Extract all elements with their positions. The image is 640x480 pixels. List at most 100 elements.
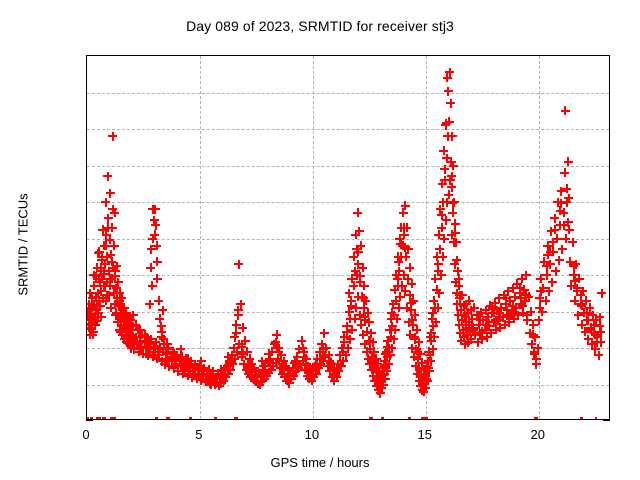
data-point — [541, 296, 550, 306]
data-point — [277, 359, 287, 369]
data-point — [384, 359, 394, 369]
data-point — [124, 320, 134, 330]
data-point — [279, 356, 288, 366]
data-point — [248, 374, 258, 384]
data-point — [440, 175, 450, 185]
gridline-horizontal — [87, 202, 609, 203]
data-point — [459, 301, 469, 311]
data-point — [157, 327, 167, 337]
gridline-vertical — [312, 56, 314, 419]
data-point — [284, 371, 294, 381]
data-point — [89, 281, 99, 291]
data-point — [208, 366, 218, 376]
data-point — [393, 252, 403, 262]
data-point — [364, 336, 374, 346]
data-point — [368, 371, 378, 381]
data-point — [264, 349, 274, 359]
data-point — [508, 301, 518, 311]
data-point — [100, 259, 110, 269]
data-point — [452, 299, 462, 309]
data-point — [374, 366, 384, 376]
data-point — [416, 371, 426, 381]
data-point — [93, 288, 103, 298]
data-point — [550, 213, 560, 223]
data-point — [243, 359, 253, 369]
data-point — [258, 361, 268, 371]
data-point — [151, 337, 161, 347]
gridline-horizontal — [87, 165, 609, 167]
data-point — [367, 354, 377, 364]
data-point — [247, 359, 257, 369]
data-point — [159, 334, 169, 344]
data-point — [106, 416, 115, 419]
data-point — [366, 328, 376, 338]
data-point — [402, 223, 412, 233]
data-point — [240, 336, 250, 346]
data-point — [172, 350, 182, 360]
y-axis-tick — [86, 420, 93, 421]
data-point — [238, 349, 248, 359]
data-point — [586, 325, 596, 335]
data-point — [414, 363, 424, 373]
data-point — [150, 204, 160, 214]
data-point — [576, 299, 585, 309]
data-point — [87, 305, 95, 315]
data-point — [295, 359, 305, 369]
data-point — [335, 350, 345, 360]
data-point — [319, 350, 329, 360]
data-point — [375, 388, 385, 398]
data-point — [367, 365, 377, 375]
data-point — [232, 416, 241, 419]
data-point — [529, 349, 539, 359]
data-point — [265, 356, 275, 366]
data-point — [199, 363, 209, 373]
gridline-vertical — [538, 56, 540, 419]
data-point — [333, 366, 343, 376]
data-point — [466, 334, 476, 344]
data-point — [596, 337, 606, 347]
data-point — [157, 356, 167, 366]
data-point — [176, 344, 186, 354]
data-point — [149, 215, 159, 225]
data-point — [589, 328, 599, 338]
data-point — [528, 330, 538, 340]
data-point — [154, 350, 164, 360]
data-point — [140, 337, 150, 347]
data-point — [432, 285, 442, 295]
data-point — [422, 416, 431, 419]
data-point — [328, 363, 338, 373]
data-point — [97, 252, 107, 262]
data-point — [504, 312, 514, 322]
data-point — [169, 363, 179, 373]
data-point — [461, 299, 471, 309]
data-point — [345, 334, 355, 344]
data-point — [204, 365, 214, 375]
data-point — [596, 327, 606, 337]
data-point — [512, 279, 522, 289]
data-point — [450, 219, 460, 229]
data-point — [100, 281, 110, 291]
data-point — [353, 208, 363, 218]
data-point — [119, 321, 129, 331]
data-point — [452, 255, 462, 265]
data-point — [461, 317, 471, 327]
data-point — [373, 359, 383, 369]
data-point — [118, 305, 128, 315]
data-point — [520, 296, 530, 306]
data-point — [283, 365, 293, 375]
data-point — [597, 288, 607, 298]
data-point — [277, 369, 287, 379]
data-point — [441, 118, 451, 128]
x-axis-tick-label: 15 — [417, 427, 433, 442]
data-point — [569, 261, 579, 271]
data-point — [234, 259, 244, 269]
data-point — [243, 369, 253, 379]
data-point — [178, 369, 188, 379]
data-point — [292, 352, 302, 362]
data-point — [128, 337, 138, 347]
data-point — [468, 325, 478, 335]
data-point — [448, 208, 458, 218]
data-point — [196, 375, 206, 385]
data-point — [368, 337, 378, 347]
